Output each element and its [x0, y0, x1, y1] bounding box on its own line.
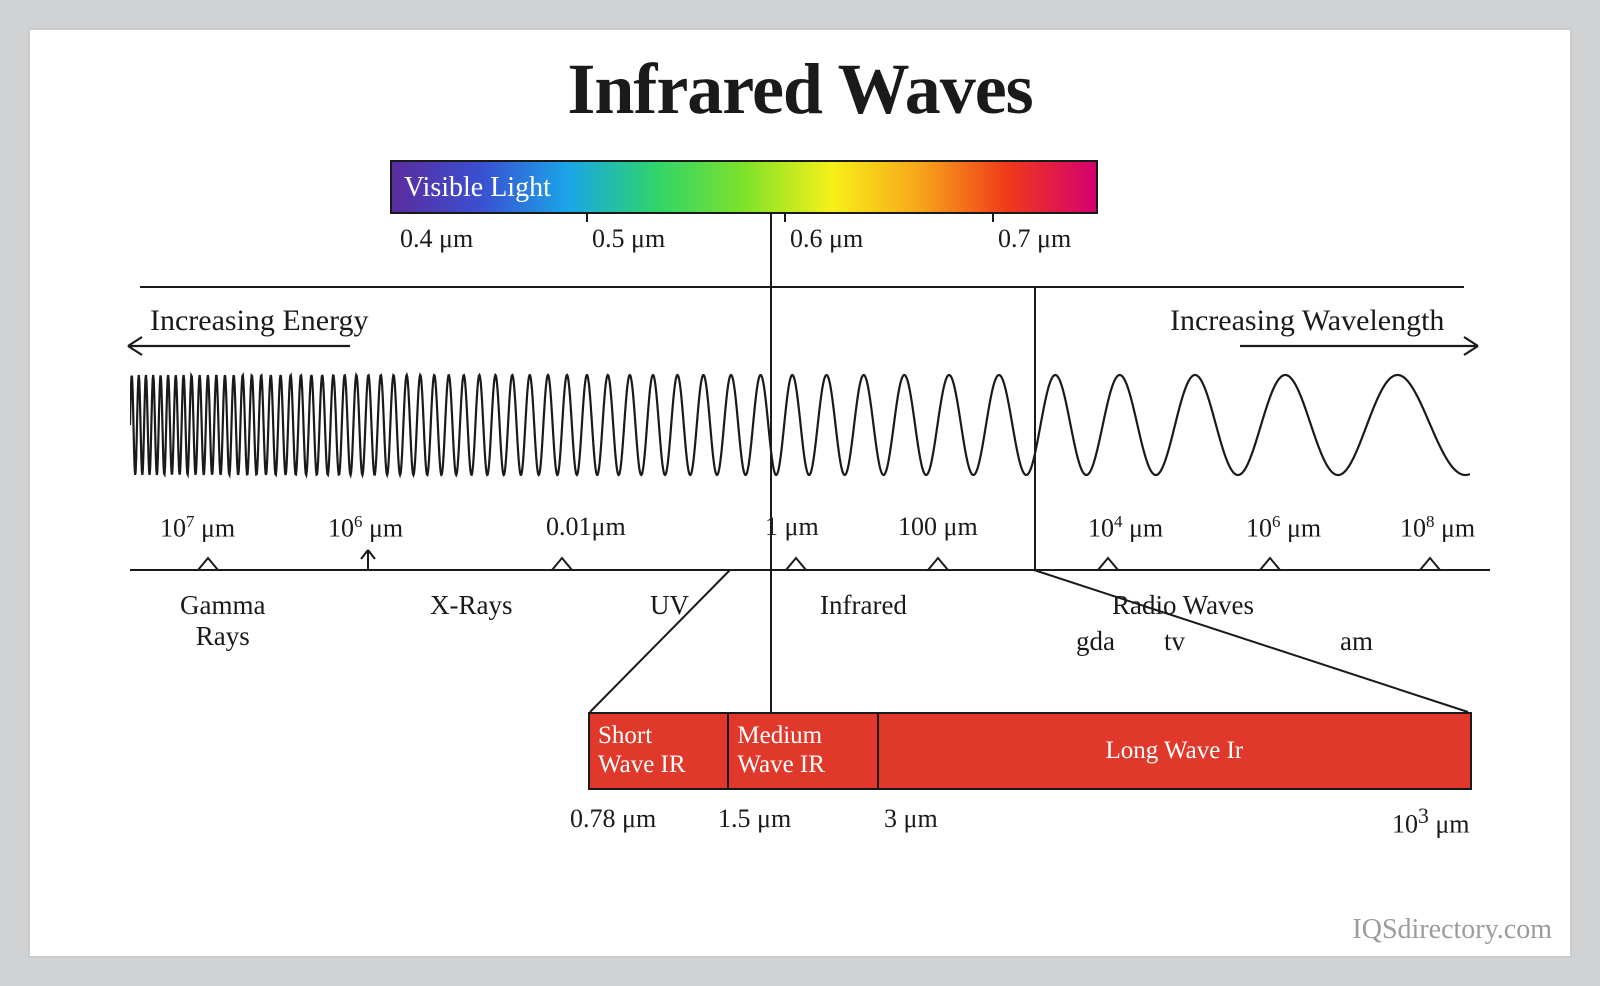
visible-spectrum-tick: 0.5 μm	[592, 224, 665, 254]
top-rule	[140, 286, 1464, 288]
wave-graphic	[130, 360, 1470, 490]
visible-spectrum-tick: 0.6 μm	[790, 224, 863, 254]
spectrum-region-label: Infrared	[820, 590, 907, 621]
ir-tick-label: 103 μm	[1392, 804, 1470, 840]
reference-vline	[1034, 288, 1036, 570]
visible-spectrum-tick-mark	[992, 212, 994, 222]
wavelength-scale-label: 106 μm	[1246, 512, 1321, 544]
zoom-guide-right	[1032, 568, 1470, 714]
wavelength-scale-label: 0.01μm	[546, 512, 626, 542]
page-background: Infrared Waves Visible Light 0.4 μm 0.5 μ…	[0, 0, 1600, 986]
wavelength-scale-label: 104 μm	[1088, 512, 1163, 544]
ir-tick-label: 1.5 μm	[718, 804, 791, 834]
visible-spectrum-label: Visible Light	[404, 172, 551, 204]
diagram-title: Infrared Waves	[30, 48, 1570, 131]
wavelength-scale-label: 106 μm	[328, 512, 403, 544]
increasing-energy-arrow-icon	[118, 331, 360, 361]
ir-segment: Long Wave Ir	[879, 714, 1470, 788]
increasing-wavelength-arrow-icon	[1230, 331, 1488, 361]
wavelength-scale-label: 107 μm	[160, 512, 235, 544]
visible-spectrum-tick-mark	[586, 212, 588, 222]
spectrum-region-label: Gamma Rays	[180, 590, 265, 652]
spectrum-region-label: X-Rays	[430, 590, 513, 621]
infrared-subdivision-bar: Short Wave IRMedium Wave IRLong Wave Ir	[588, 712, 1472, 790]
reference-vline	[770, 214, 772, 712]
visible-spectrum-tick: 0.4 μm	[400, 224, 473, 254]
wavelength-scale-label: 1 μm	[765, 512, 819, 542]
zoom-guide-left	[588, 568, 732, 714]
ir-segment: Medium Wave IR	[729, 714, 878, 788]
ir-segment: Short Wave IR	[590, 714, 729, 788]
visible-spectrum-tick-mark	[784, 212, 786, 222]
diagram-panel: Infrared Waves Visible Light 0.4 μm 0.5 μ…	[28, 28, 1572, 958]
wavelength-scale-label: 108 μm	[1400, 512, 1475, 544]
wavelength-scale-label: 100 μm	[898, 512, 978, 542]
ir-tick-label: 0.78 μm	[570, 804, 656, 834]
visible-spectrum-tick: 0.7 μm	[998, 224, 1071, 254]
attribution-text: IQSdirectory.com	[1352, 914, 1552, 946]
visible-spectrum-bar: Visible Light	[390, 160, 1098, 214]
ir-tick-label: 3 μm	[884, 804, 938, 834]
